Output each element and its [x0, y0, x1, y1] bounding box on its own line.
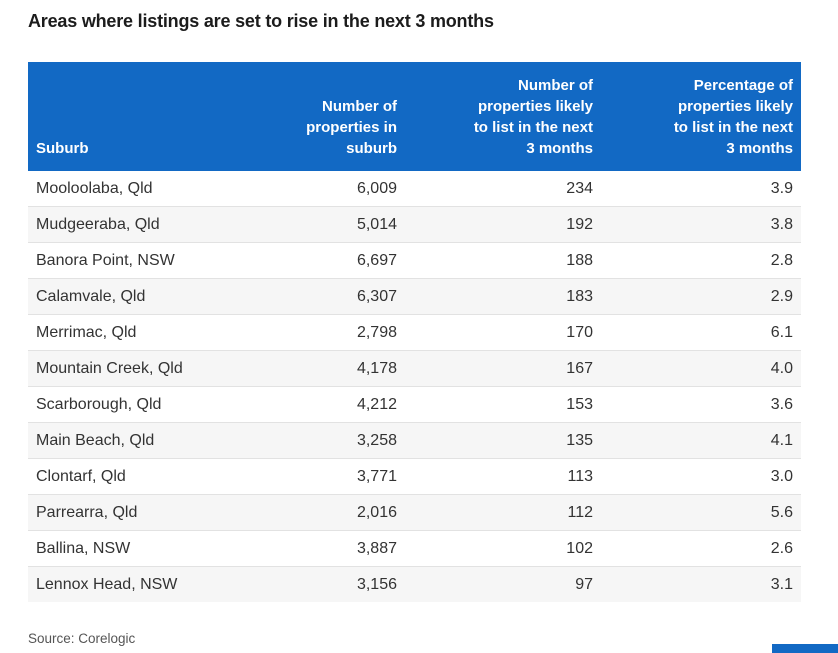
table-body: Mooloolaba, Qld 6,009 234 3.9 Mudgeeraba, Ql… — [28, 171, 801, 602]
properties-count-cell: 5,014 — [237, 206, 397, 243]
suburb-cell: Merrimac, Qld — [28, 314, 237, 351]
likely-count-cell: 183 — [397, 278, 593, 315]
percentage-cell: 2.9 — [593, 278, 801, 315]
properties-count-cell: 4,212 — [237, 386, 397, 423]
properties-count-cell: 2,798 — [237, 314, 397, 351]
properties-count-cell: 3,771 — [237, 458, 397, 495]
percentage-cell: 3.8 — [593, 206, 801, 243]
suburb-cell: Lennox Head, NSW — [28, 566, 237, 602]
suburb-cell: Banora Point, NSW — [28, 242, 237, 279]
likely-count-cell: 188 — [397, 242, 593, 279]
properties-count-cell: 3,156 — [237, 566, 397, 602]
likely-count-cell: 234 — [566, 179, 593, 197]
header-properties-in-suburb: Number of properties in suburb — [237, 62, 397, 171]
suburb-cell: Mudgeeraba, Qld — [28, 206, 237, 243]
listings-table: Suburb Number of properties in suburb Nu… — [28, 62, 801, 602]
likely-count-cell: 167 — [397, 350, 593, 387]
percentage-cell: 5.6 — [593, 494, 801, 531]
source-note: Source: Corelogic — [28, 631, 136, 646]
likely-count-cell: 153 — [397, 386, 593, 423]
header-percentage-likely-to-list: Percentage of properties likely to list … — [593, 62, 801, 171]
header-suburb: Suburb — [28, 62, 237, 171]
chart-title: Areas where listings are set to rise in … — [28, 11, 494, 31]
properties-count-cell: 6,697 — [237, 242, 397, 279]
properties-count-cell: 6,009 — [356, 179, 397, 197]
table-row: Calamvale, Qld 6,307 183 2.9 — [28, 278, 801, 315]
table-row: Scarborough, Qld 4,212 153 3.6 — [28, 386, 801, 423]
table-row: Ballina, NSW 3,887 102 2.6 — [28, 530, 801, 567]
suburb-cell: Mountain Creek, Qld — [28, 350, 237, 387]
properties-count-cell: 6,307 — [237, 278, 397, 315]
likely-count-cell: 97 — [397, 566, 593, 602]
percentage-cell: 3.1 — [593, 566, 801, 602]
likely-count-cell: 112 — [397, 494, 593, 531]
table-row: Merrimac, Qld 2,798 170 6.1 — [28, 314, 801, 351]
properties-count-cell: 2,016 — [237, 494, 397, 531]
brand-bar — [772, 644, 838, 653]
likely-count-cell: 113 — [397, 458, 593, 495]
suburb-cell: Main Beach, Qld — [28, 422, 237, 459]
suburb-cell: Mooloolaba, Qld — [36, 179, 153, 197]
percentage-cell: 3.9 — [770, 179, 793, 197]
suburb-cell: Scarborough, Qld — [28, 386, 237, 423]
table-row: Lennox Head, NSW 3,156 97 3.1 — [28, 566, 801, 602]
table-row: Banora Point, NSW 6,697 188 2.8 — [28, 242, 801, 279]
table-row: Mountain Creek, Qld 4,178 167 4.0 — [28, 350, 801, 387]
header-properties-likely-to-list: Number of properties likely to list in t… — [397, 62, 593, 171]
table-row: Parrearra, Qld 2,016 112 5.6 — [28, 494, 801, 531]
percentage-cell: 4.0 — [593, 350, 801, 387]
likely-count-cell: 170 — [397, 314, 593, 351]
percentage-cell: 3.0 — [593, 458, 801, 495]
suburb-cell: Clontarf, Qld — [28, 458, 237, 495]
properties-count-cell: 4,178 — [237, 350, 397, 387]
likely-count-cell: 192 — [397, 206, 593, 243]
properties-count-cell: 3,887 — [237, 530, 397, 567]
table-header-row: Suburb Number of properties in suburb Nu… — [28, 62, 801, 171]
suburb-cell: Calamvale, Qld — [28, 278, 237, 315]
table-header: Suburb Number of properties in suburb Nu… — [28, 62, 801, 171]
likely-count-cell: 135 — [397, 422, 593, 459]
percentage-cell: 3.6 — [593, 386, 801, 423]
suburb-cell: Parrearra, Qld — [28, 494, 237, 531]
properties-count-cell: 3,258 — [237, 422, 397, 459]
percentage-cell: 2.6 — [593, 530, 801, 567]
table-row: Mudgeeraba, Qld 5,014 192 3.8 — [28, 206, 801, 243]
percentage-cell: 6.1 — [593, 314, 801, 351]
likely-count-cell: 102 — [397, 530, 593, 567]
percentage-cell: 2.8 — [593, 242, 801, 279]
table-row: Clontarf, Qld 3,771 113 3.0 — [28, 458, 801, 495]
suburb-cell: Ballina, NSW — [28, 530, 237, 567]
table-row: Mooloolaba, Qld 6,009 234 3.9 — [28, 171, 801, 207]
percentage-cell: 4.1 — [593, 422, 801, 459]
table-row: Main Beach, Qld 3,258 135 4.1 — [28, 422, 801, 459]
